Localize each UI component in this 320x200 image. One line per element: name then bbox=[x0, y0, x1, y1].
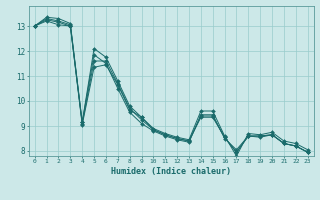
X-axis label: Humidex (Indice chaleur): Humidex (Indice chaleur) bbox=[111, 167, 231, 176]
